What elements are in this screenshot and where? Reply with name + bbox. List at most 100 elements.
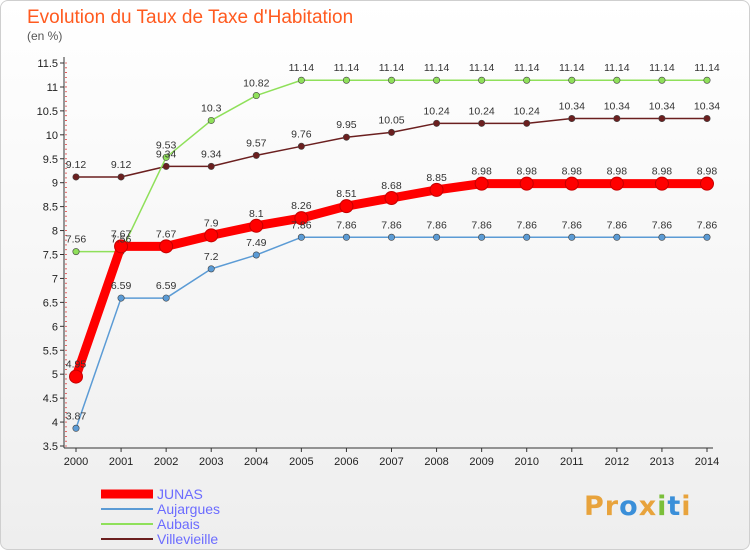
legend-label-villevieille: Villevieille — [157, 531, 218, 547]
data-point-aubais — [658, 76, 666, 84]
axes: 3.5 4 4.5 5 5.5 6 6.5 7 7.5 8 8.5 9 9.5 10 10.5 11 11.5 2… — [37, 57, 719, 468]
data-label-junas: 8.68 — [381, 180, 402, 192]
x-tick-label: 2007 — [379, 456, 403, 468]
data-point-junas — [69, 369, 83, 384]
data-point-aujargues — [117, 294, 125, 302]
data-point-villevieille — [297, 142, 305, 150]
series-line-aujargues — [75, 236, 708, 430]
data-label-aubais: 9.53 — [156, 139, 177, 151]
data-label-villevieille: 10.05 — [378, 114, 404, 126]
data-point-aujargues — [658, 233, 666, 241]
x-tick-label: 2009 — [469, 456, 493, 468]
data-point-aujargues — [613, 233, 621, 241]
data-label-aubais: 11.14 — [694, 62, 720, 74]
y-tick-label: 6 — [52, 321, 58, 333]
data-point-aubais — [523, 76, 531, 84]
data-label-junas: 8.98 — [652, 166, 673, 178]
y-tick-label: 4.5 — [43, 393, 58, 405]
data-point-aubais — [207, 116, 215, 124]
legend-label-junas: JUNAS — [157, 486, 203, 502]
data-label-aubais: 11.14 — [334, 62, 360, 74]
data-label-aujargues: 6.59 — [156, 280, 177, 292]
data-label-villevieille: 9.12 — [111, 159, 132, 171]
x-tick-label: 2003 — [199, 456, 223, 468]
data-point-aubais — [613, 76, 621, 84]
data-point-villevieille — [613, 115, 621, 123]
data-label-aubais: 11.14 — [469, 62, 495, 74]
data-point-aujargues — [207, 265, 215, 273]
data-label-junas: 8.98 — [697, 166, 718, 178]
data-point-aujargues — [162, 294, 170, 302]
x-tick-label: 2010 — [514, 456, 538, 468]
x-tick-label: 2002 — [154, 456, 178, 468]
x-tick-label: 2014 — [695, 456, 719, 468]
x-tick-label: 2006 — [334, 456, 358, 468]
data-label-aubais: 11.14 — [514, 62, 540, 74]
data-point-junas — [700, 176, 714, 191]
y-tick-label: 9.5 — [43, 154, 58, 166]
data-point-aujargues — [297, 233, 305, 241]
data-label-aujargues: 7.86 — [562, 219, 583, 231]
data-label-aubais: 11.14 — [379, 62, 405, 74]
data-label-aujargues: 3.87 — [66, 410, 87, 422]
data-label-aujargues: 7.2 — [204, 251, 219, 263]
y-tick-label: 11 — [47, 82, 58, 94]
data-point-junas — [609, 176, 624, 191]
logo-letter: P — [584, 491, 605, 522]
data-point-villevieille — [478, 119, 486, 127]
data-label-aubais: 7.56 — [66, 234, 87, 246]
y-tick-label: 4 — [52, 417, 58, 429]
data-label-junas: 8.1 — [249, 208, 264, 220]
data-label-aubais: 11.14 — [424, 62, 450, 74]
y-tick-label: 7.5 — [43, 250, 58, 262]
data-point-villevieille — [72, 173, 80, 181]
data-label-villevieille: 10.34 — [559, 101, 585, 113]
data-point-junas — [564, 176, 579, 191]
chart-title: Evolution du Taux de Taxe d'Habitation — [27, 7, 354, 28]
data-point-villevieille — [387, 128, 395, 136]
data-label-villevieille: 10.24 — [423, 105, 449, 117]
chart-subtitle: (en %) — [27, 29, 63, 43]
data-point-aujargues — [523, 233, 531, 241]
y-tick-label: 10 — [46, 130, 58, 142]
legend-label-aubais: Aubais — [157, 516, 200, 532]
data-label-villevieille: 9.12 — [66, 159, 87, 171]
data-point-villevieille — [523, 119, 531, 127]
data-label-aujargues: 7.86 — [697, 219, 718, 231]
data-point-junas — [249, 218, 264, 233]
data-label-villevieille: 10.24 — [469, 105, 495, 117]
data-point-junas — [204, 228, 219, 243]
data-label-junas: 8.98 — [516, 166, 537, 178]
data-label-villevieille: 10.34 — [649, 101, 675, 113]
y-tick-label: 7 — [52, 273, 58, 285]
y-tick-label: 6.5 — [43, 297, 58, 309]
data-label-junas: 7.67 — [156, 228, 177, 240]
data-point-villevieille — [342, 133, 350, 141]
data-point-junas — [519, 176, 534, 191]
series-lines — [69, 76, 714, 432]
data-label-aujargues: 7.49 — [246, 237, 267, 249]
data-label-villevieille: 9.76 — [291, 128, 312, 140]
data-point-aubais — [252, 92, 260, 100]
data-point-junas — [654, 176, 669, 191]
data-label-junas: 7.9 — [204, 217, 219, 229]
logo-letter: r — [604, 491, 620, 522]
data-point-aujargues — [252, 251, 260, 259]
data-label-aujargues: 7.86 — [471, 219, 492, 231]
data-label-villevieille: 9.34 — [201, 148, 222, 160]
data-point-villevieille — [252, 151, 260, 159]
y-tick-label: 8 — [52, 226, 58, 238]
data-point-aubais — [703, 76, 711, 84]
data-label-aujargues: 7.86 — [291, 219, 312, 231]
data-label-junas: 8.98 — [471, 166, 492, 178]
data-label-aubais: 10.82 — [243, 78, 269, 90]
data-point-villevieille — [117, 173, 125, 181]
data-point-junas — [384, 191, 399, 206]
data-label-aubais: 11.14 — [289, 62, 315, 74]
logo-letter: i — [681, 491, 692, 522]
data-point-aujargues — [478, 233, 486, 241]
x-tick-label: 2013 — [650, 456, 674, 468]
data-label-junas: 4.95 — [66, 359, 87, 371]
data-point-aujargues — [568, 233, 576, 241]
